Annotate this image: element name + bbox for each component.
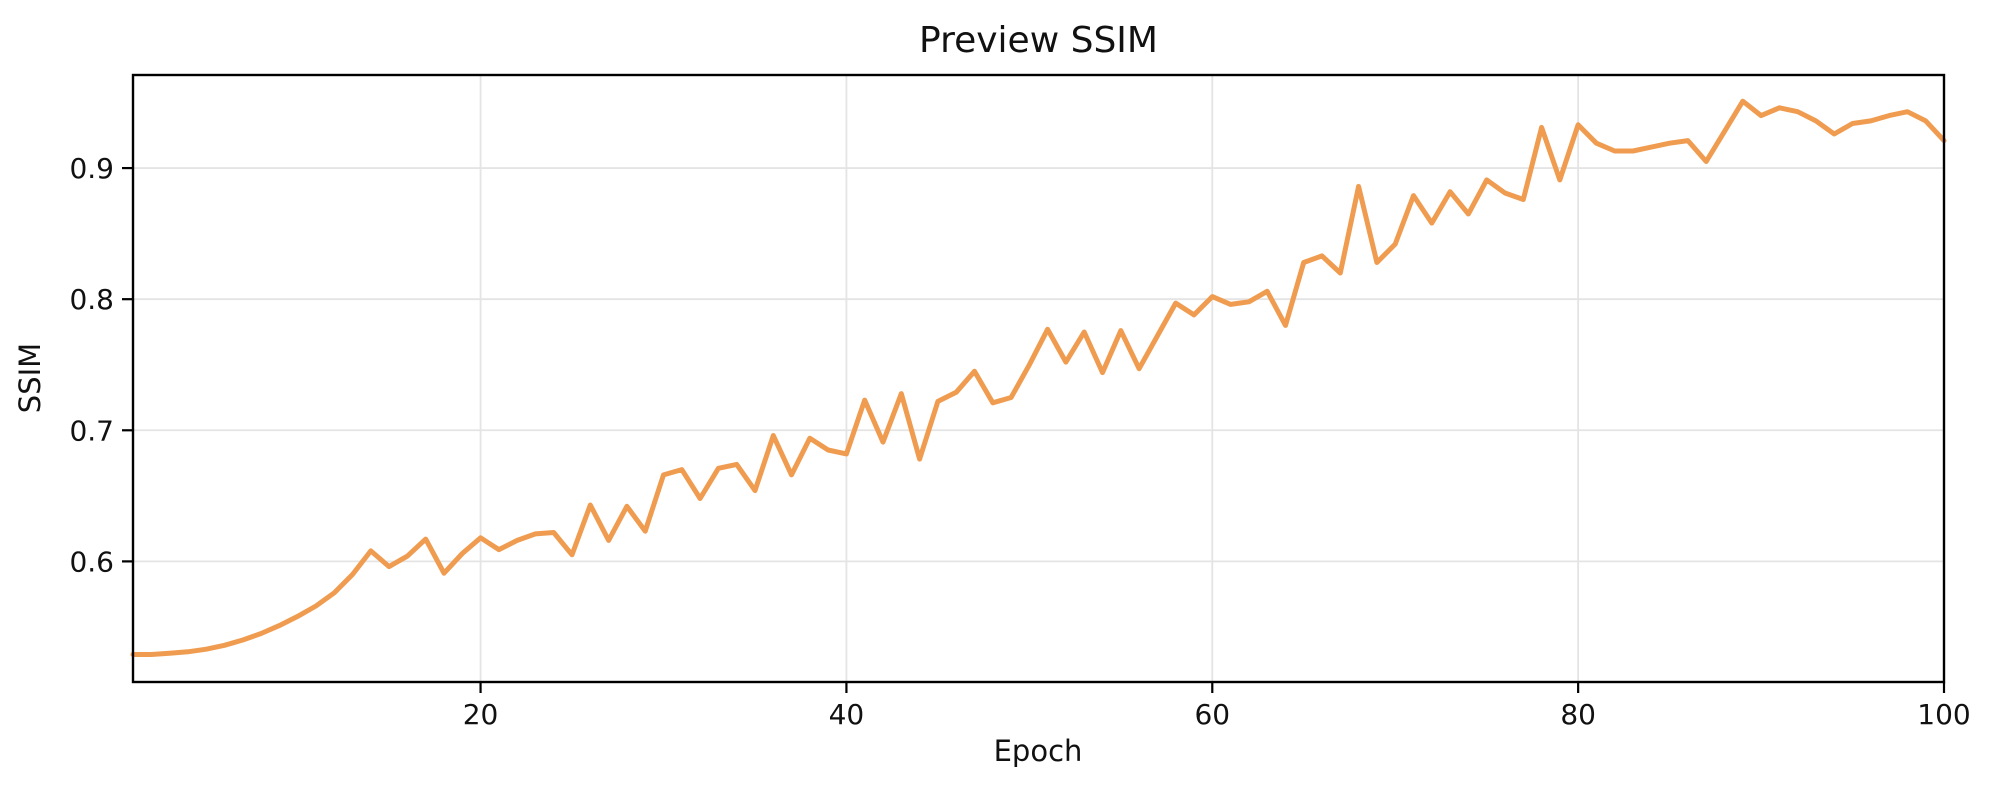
x-axis-label: Epoch [993,734,1083,768]
y-tick-label: 0.8 [69,283,114,316]
x-tick-label: 80 [1560,698,1596,731]
plot-frame [131,73,1946,684]
y-tick-label: 0.7 [69,414,114,447]
chart-title: Preview SSIM [919,20,1158,61]
x-tick-label: 60 [1194,698,1230,731]
y-tick-label: 0.9 [69,152,114,185]
x-tick-label: 20 [463,698,499,731]
y-tick-label: 0.6 [69,545,114,578]
ssim-line-series [130,98,1947,657]
y-axis-label: SSIM [13,342,47,414]
x-tick-label: 100 [1917,698,1970,731]
x-tick-label: 40 [829,698,865,731]
